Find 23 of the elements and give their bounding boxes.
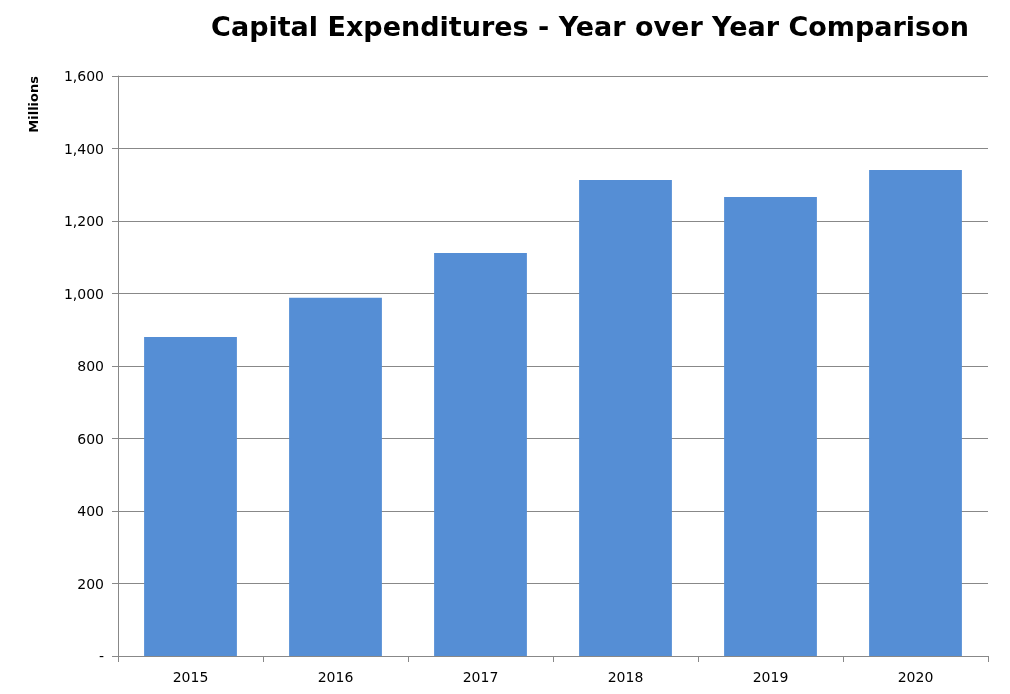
x-tick-label: 2017 (462, 669, 499, 685)
bar (869, 169, 962, 656)
y-tick-label: 1,400 (63, 140, 104, 157)
y-tick-label: 800 (77, 358, 104, 374)
y-tick-label: 1,000 (63, 285, 104, 302)
x-tick-label: 2020 (897, 669, 934, 685)
bar (434, 252, 527, 656)
y-tick-label: 600 (77, 430, 104, 447)
bar (579, 180, 672, 656)
chart-title: Capital Expenditures - Year over Year Comparison (211, 11, 969, 42)
x-tick-label: 2015 (172, 669, 209, 685)
x-tick-label: 2016 (317, 669, 354, 685)
y-tick-label: 200 (77, 575, 104, 592)
y-axis-title: Millions (26, 75, 41, 133)
x-tick-label: 2019 (752, 669, 789, 685)
bar (144, 337, 237, 656)
x-tick-label: 2018 (607, 669, 644, 685)
y-tick-label: - (98, 648, 104, 664)
bar (724, 197, 817, 656)
y-tick-label: 400 (77, 503, 104, 519)
bar (289, 297, 382, 656)
y-tick-label: 1,600 (63, 68, 104, 84)
y-tick-label: 1,200 (63, 213, 104, 229)
